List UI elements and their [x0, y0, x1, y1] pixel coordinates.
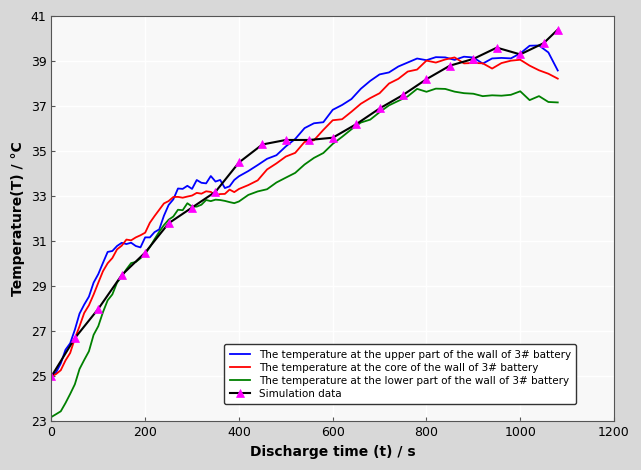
The temperature at the upper part of the wall of 3# battery	[47, 374, 55, 379]
Simulation data	[212, 189, 219, 195]
The temperature at the core of the wall of 3# battery	[76, 323, 83, 329]
The temperature at the core of the wall of 3# battery	[432, 60, 440, 65]
Line: The temperature at the lower part of the wall of 3# battery: The temperature at the lower part of the…	[51, 89, 558, 417]
The temperature at the upper part of the wall of 3# battery	[554, 68, 562, 73]
The temperature at the lower part of the wall of 3# battery	[413, 86, 421, 92]
The temperature at the lower part of the wall of 3# battery	[404, 94, 412, 99]
Simulation data	[47, 374, 55, 379]
The temperature at the upper part of the wall of 3# battery	[76, 311, 83, 316]
The temperature at the core of the wall of 3# battery	[47, 374, 55, 379]
Simulation data	[258, 141, 266, 147]
Simulation data	[94, 306, 102, 312]
Simulation data	[282, 137, 290, 143]
The temperature at the lower part of the wall of 3# battery	[488, 93, 496, 98]
Simulation data	[540, 40, 547, 46]
Simulation data	[188, 205, 196, 211]
The temperature at the upper part of the wall of 3# battery	[385, 70, 393, 75]
Line: The temperature at the core of the wall of 3# battery: The temperature at the core of the wall …	[51, 57, 558, 376]
The temperature at the lower part of the wall of 3# battery	[432, 86, 440, 92]
Simulation data	[469, 56, 477, 62]
The temperature at the core of the wall of 3# battery	[451, 55, 458, 60]
The temperature at the upper part of the wall of 3# battery	[404, 60, 412, 65]
Simulation data	[493, 45, 501, 50]
The temperature at the upper part of the wall of 3# battery	[432, 55, 440, 60]
The temperature at the core of the wall of 3# battery	[413, 67, 421, 72]
Simulation data	[71, 335, 79, 341]
Simulation data	[329, 135, 337, 141]
Legend: The temperature at the upper part of the wall of 3# battery, The temperature at : The temperature at the upper part of the…	[224, 345, 576, 404]
The temperature at the lower part of the wall of 3# battery	[76, 366, 83, 372]
The temperature at the upper part of the wall of 3# battery	[479, 61, 487, 66]
The temperature at the upper part of the wall of 3# battery	[535, 43, 543, 48]
The temperature at the upper part of the wall of 3# battery	[413, 55, 421, 61]
Simulation data	[235, 160, 243, 165]
Simulation data	[376, 106, 383, 111]
Simulation data	[399, 92, 407, 98]
The temperature at the core of the wall of 3# battery	[488, 66, 496, 71]
Simulation data	[517, 52, 524, 57]
Simulation data	[554, 27, 562, 32]
Line: Simulation data: Simulation data	[47, 25, 562, 381]
Simulation data	[422, 76, 430, 82]
The temperature at the core of the wall of 3# battery	[404, 69, 412, 74]
The temperature at the lower part of the wall of 3# battery	[554, 100, 562, 105]
The temperature at the lower part of the wall of 3# battery	[442, 86, 449, 92]
The temperature at the lower part of the wall of 3# battery	[385, 102, 393, 108]
Simulation data	[305, 137, 313, 143]
Y-axis label: Temperature(T) / °C: Temperature(T) / °C	[11, 141, 25, 296]
The temperature at the lower part of the wall of 3# battery	[47, 414, 55, 420]
Simulation data	[165, 220, 172, 226]
Line: The temperature at the upper part of the wall of 3# battery: The temperature at the upper part of the…	[51, 46, 558, 376]
Simulation data	[118, 272, 126, 278]
Simulation data	[446, 63, 454, 69]
X-axis label: Discharge time (t) / s: Discharge time (t) / s	[250, 445, 415, 459]
Simulation data	[141, 250, 149, 255]
The temperature at the core of the wall of 3# battery	[385, 81, 393, 86]
The temperature at the core of the wall of 3# battery	[554, 76, 562, 81]
Simulation data	[353, 121, 360, 127]
